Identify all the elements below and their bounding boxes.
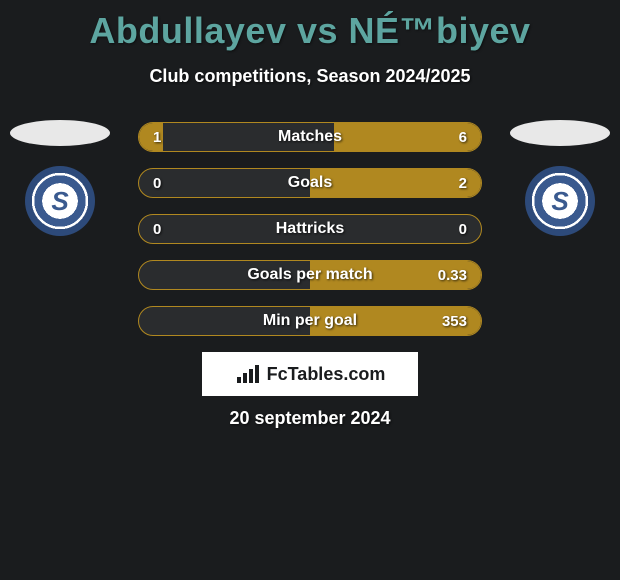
stat-label: Goals <box>288 174 332 192</box>
club-badge-letter: S <box>551 186 568 217</box>
comparison-title: Abdullayev vs NÉ™biyev <box>0 0 620 52</box>
stat-label: Matches <box>278 128 342 146</box>
stat-value-left: 0 <box>153 221 161 238</box>
club-badge-right-icon: S <box>525 166 595 236</box>
stat-row: 0 Goals 2 <box>138 168 482 198</box>
club-badge-left-icon: S <box>25 166 95 236</box>
stat-value-right: 353 <box>442 313 467 330</box>
stat-label: Hattricks <box>276 220 344 238</box>
shadow-ellipse-icon <box>10 120 110 146</box>
player-right-badge-area: S <box>505 120 615 236</box>
brand-box: FcTables.com <box>202 352 418 396</box>
stat-fill-right <box>310 169 481 197</box>
stat-row: Min per goal 353 <box>138 306 482 336</box>
stat-value-right: 2 <box>459 175 467 192</box>
stat-row: 0 Hattricks 0 <box>138 214 482 244</box>
club-badge-letter: S <box>51 186 68 217</box>
stat-row: Goals per match 0.33 <box>138 260 482 290</box>
brand-text: FcTables.com <box>267 364 386 385</box>
stat-label: Goals per match <box>247 266 372 284</box>
player-left-badge-area: S <box>5 120 115 236</box>
bar-chart-icon <box>235 363 261 385</box>
stat-value-right: 0 <box>459 221 467 238</box>
comparison-subtitle: Club competitions, Season 2024/2025 <box>0 66 620 87</box>
stat-value-right: 6 <box>459 129 467 146</box>
snapshot-date: 20 september 2024 <box>0 408 620 429</box>
shadow-ellipse-icon <box>510 120 610 146</box>
stats-container: 1 Matches 6 0 Goals 2 0 Hattricks 0 Goal… <box>138 122 482 352</box>
stat-value-left: 0 <box>153 175 161 192</box>
stat-value-right: 0.33 <box>438 267 467 284</box>
stat-row: 1 Matches 6 <box>138 122 482 152</box>
stat-value-left: 1 <box>153 129 161 146</box>
stat-label: Min per goal <box>263 312 357 330</box>
